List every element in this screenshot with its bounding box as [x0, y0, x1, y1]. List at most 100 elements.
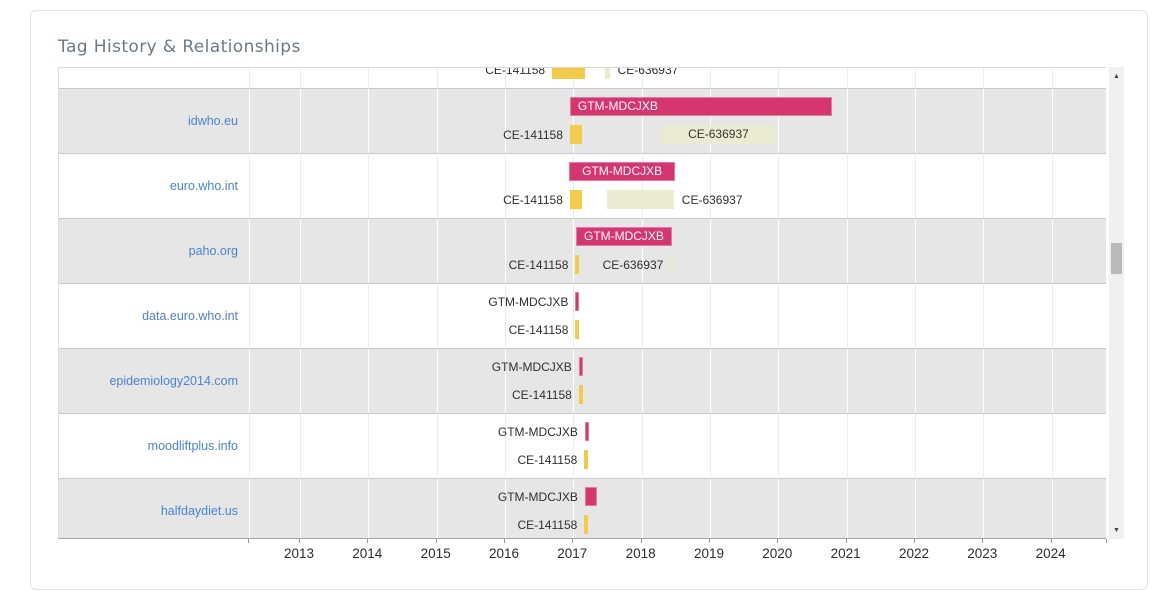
- domain-link[interactable]: data.euro.who.int: [142, 309, 238, 323]
- tag-bar[interactable]: CE-636937: [604, 68, 678, 79]
- tag-bar[interactable]: GTM-MDCJXB: [569, 97, 833, 116]
- tag-bar[interactable]: CE-636937: [606, 190, 743, 209]
- year-gridline: [368, 68, 370, 88]
- year-gridline: [368, 219, 370, 283]
- year-gridline: [983, 284, 985, 348]
- year-gridline: [641, 349, 643, 413]
- tag-bar-label: CE-141158: [485, 67, 546, 77]
- timeline-plot-cell: GTM-MDCJXB CE-141158: [249, 414, 1106, 478]
- year-gridline: [710, 89, 711, 153]
- year-gridline: [505, 414, 506, 478]
- tag-bar[interactable]: CE-141158: [517, 515, 589, 534]
- tag-bar[interactable]: CE-141158: [517, 450, 589, 469]
- year-gridline: [778, 349, 780, 413]
- domain-link[interactable]: euro.who.int: [169, 179, 238, 193]
- axis-tick: [299, 539, 300, 543]
- tag-bar[interactable]: GTM-MDCJXB: [498, 422, 589, 441]
- tag-bar[interactable]: CE-141158: [503, 190, 583, 209]
- year-gridline: [368, 154, 370, 218]
- scrollbar-down-icon[interactable]: ▼: [1113, 526, 1120, 534]
- year-gridline: [710, 154, 711, 218]
- domain-link[interactable]: moodliftplus.info: [147, 439, 238, 453]
- year-gridline: [1051, 154, 1053, 218]
- tag-bar[interactable]: GTM-MDCJXB: [569, 162, 676, 181]
- tag-bar[interactable]: CE-141158: [485, 68, 585, 79]
- year-gridline: [573, 154, 575, 218]
- timeline-plot-cell: GTM-MDCJXB CE-141158 CE-636937: [249, 89, 1106, 153]
- domain-row: moodliftplus.info GTM-MDCJXB CE-141158: [59, 414, 1106, 479]
- scrollbar-thumb[interactable]: [1111, 243, 1122, 274]
- tag-bar-label: CE-636937: [602, 257, 664, 272]
- year-gridline: [300, 89, 301, 153]
- tag-bar[interactable]: GTM-MDCJXB: [488, 292, 580, 311]
- year-gridline: [573, 414, 575, 478]
- year-gridline: [368, 284, 370, 348]
- year-gridline: [641, 284, 643, 348]
- tag-bar[interactable]: GTM-MDCJXB: [576, 227, 672, 246]
- axis-year-label: 2019: [693, 546, 725, 561]
- year-gridline: [300, 414, 301, 478]
- year-gridline: [505, 154, 506, 218]
- year-gridline: [915, 89, 916, 153]
- year-gridline: [778, 414, 780, 478]
- axis-tick: [504, 539, 505, 543]
- domain-label-cell: epidemiology2014.com: [59, 349, 249, 413]
- year-gridline: [249, 89, 250, 153]
- year-gridline: [983, 414, 985, 478]
- domain-label-cell: moodliftplus.info: [59, 414, 249, 478]
- tag-bar-label: CE-141158: [508, 322, 569, 337]
- domain-row: euro.who.int GTM-MDCJXB CE-141158 CE-636937: [59, 154, 1106, 219]
- axis-tick: [1106, 539, 1107, 543]
- vertical-scrollbar[interactable]: ▲ ▼: [1109, 67, 1124, 539]
- domain-link[interactable]: epidemiology2014.com: [109, 374, 238, 388]
- tag-bar[interactable]: CE-141158: [509, 255, 580, 274]
- year-gridline: [846, 349, 848, 413]
- axis-tick: [248, 539, 249, 543]
- year-gridline: [436, 219, 438, 283]
- year-gridline: [915, 219, 916, 283]
- domain-link[interactable]: idwho.eu: [187, 114, 238, 128]
- year-gridline: [436, 154, 438, 218]
- domain-row: idwho.eu GTM-MDCJXB CE-141158 CE-636937: [59, 89, 1106, 154]
- tag-bar-label: CE-636937: [681, 192, 743, 207]
- tag-bar-label: GTM-MDCJXB: [497, 489, 578, 504]
- year-gridline: [641, 479, 643, 538]
- year-gridline: [710, 414, 711, 478]
- domain-row: epidemiology2014.com GTM-MDCJXB CE-141158: [59, 349, 1106, 414]
- chart-scroll-area[interactable]: CE-141158 CE-636937 idwho.eu GTM-MDCJXB CE-1…: [58, 67, 1106, 539]
- tag-bar[interactable]: GTM-MDCJXB: [498, 487, 598, 506]
- tag-bar[interactable]: CE-141158: [509, 320, 580, 339]
- year-gridline: [1051, 479, 1053, 538]
- year-gridline: [505, 349, 506, 413]
- year-gridline: [778, 68, 780, 88]
- year-gridline: [505, 479, 506, 538]
- tag-bar-label: GTM-MDCJXB: [497, 424, 578, 439]
- domain-label-cell: idwho.eu: [59, 89, 249, 153]
- year-gridline: [641, 219, 643, 283]
- year-gridline: [368, 349, 370, 413]
- domain-label-cell: paho.org: [59, 219, 249, 283]
- year-gridline: [710, 479, 711, 538]
- year-gridline: [573, 479, 575, 538]
- tag-bar-label: CE-141158: [517, 452, 578, 467]
- axis-tick: [845, 539, 847, 543]
- tag-bar[interactable]: CE-636937: [603, 255, 675, 274]
- axis-year-label: 2024: [1035, 546, 1066, 561]
- year-gridline: [778, 284, 780, 348]
- domain-row: halfdaydiet.us GTM-MDCJXB CE-141158: [59, 479, 1106, 538]
- tag-bar[interactable]: CE-141158: [503, 125, 583, 144]
- domain-link[interactable]: halfdaydiet.us: [160, 504, 238, 518]
- tag-bar[interactable]: CE-141158: [512, 385, 583, 404]
- year-gridline: [778, 154, 780, 218]
- tag-bar[interactable]: CE-636937: [662, 125, 775, 144]
- axis-tick: [1050, 539, 1052, 543]
- tag-bar-label: CE-141158: [511, 387, 572, 402]
- axis-year-label: 2022: [898, 546, 930, 561]
- domain-link[interactable]: paho.org: [188, 244, 238, 258]
- tag-bar[interactable]: GTM-MDCJXB: [492, 357, 583, 376]
- year-gridline: [1051, 89, 1053, 153]
- year-gridline: [249, 414, 250, 478]
- scrollbar-up-icon[interactable]: ▲: [1113, 72, 1120, 80]
- axis-tick: [367, 539, 369, 543]
- year-gridline: [505, 219, 506, 283]
